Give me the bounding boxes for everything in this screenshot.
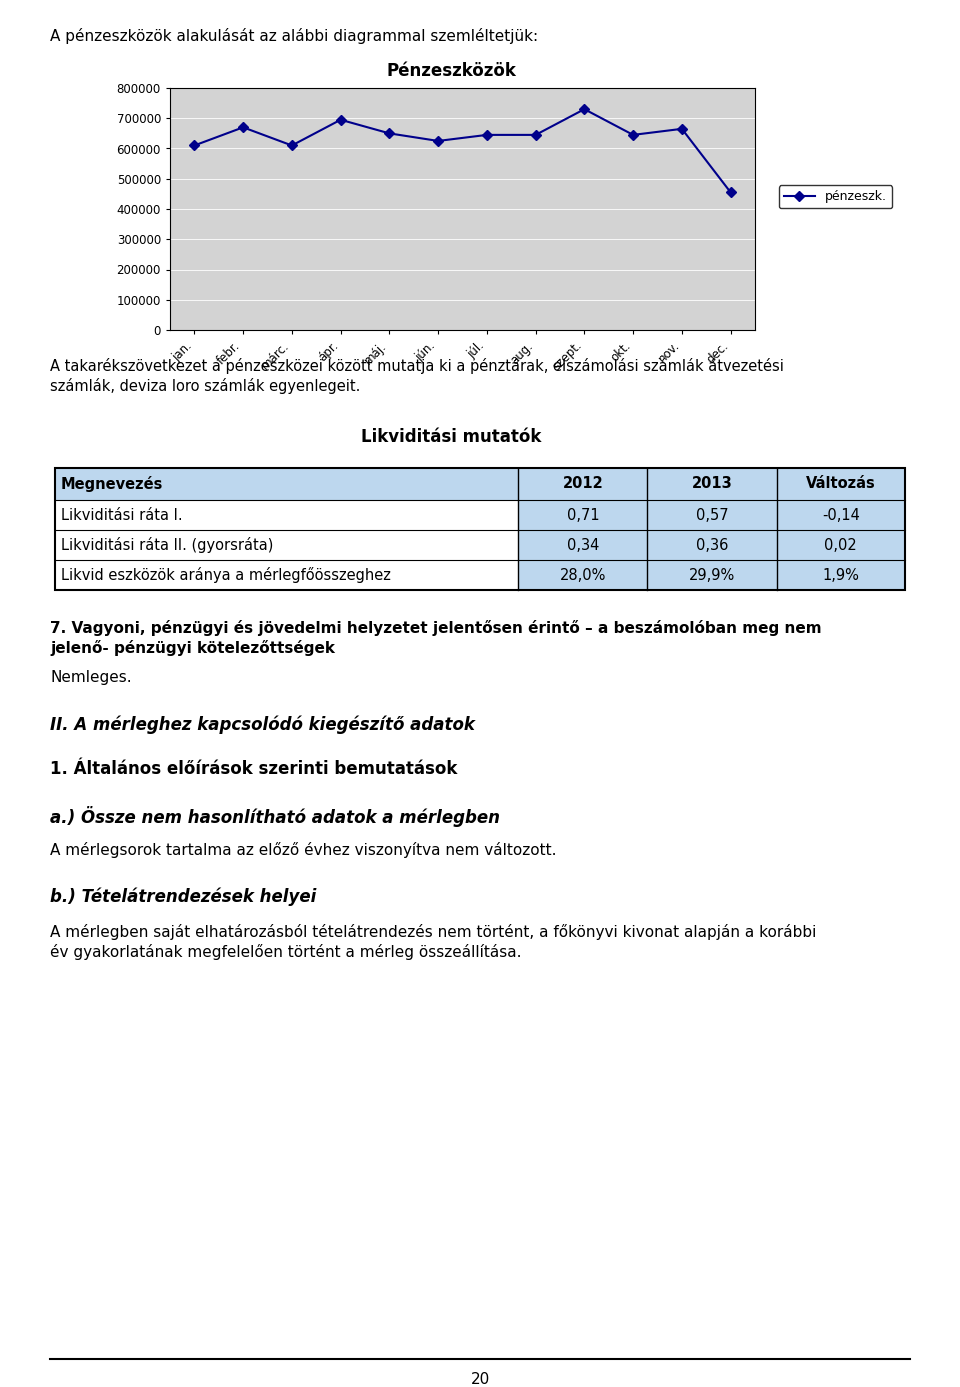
Text: év gyakorlatának megfelelően történt a mérleg összeállítása.: év gyakorlatának megfelelően történt a m…	[50, 945, 521, 960]
Text: 1. Általános előírások szerinti bemutatások: 1. Általános előírások szerinti bemutatá…	[50, 760, 457, 778]
Text: 0,34: 0,34	[566, 538, 599, 552]
Text: -0,14: -0,14	[822, 508, 860, 523]
Text: 1,9%: 1,9%	[823, 567, 859, 583]
Text: Pénzeszközök: Pénzeszközök	[386, 62, 516, 80]
Text: számlák, deviza loro számlák egyenlegeit.: számlák, deviza loro számlák egyenlegeit…	[50, 379, 360, 394]
Text: 20: 20	[470, 1372, 490, 1387]
Text: A mérlegben saját elhatározásból tételátrendezés nem történt, a főkönyvi kivonat: A mérlegben saját elhatározásból tételát…	[50, 924, 816, 940]
Bar	[777, 499, 905, 530]
Text: 0,71: 0,71	[566, 508, 599, 523]
Text: 0,02: 0,02	[825, 538, 857, 552]
Text: b.) Tételátrendezések helyei: b.) Tételátrendezések helyei	[50, 888, 317, 907]
Text: 7. Vagyoni, pénzügyi és jövedelmi helyzetet jelentősen érintő – a beszámolóban m: 7. Vagyoni, pénzügyi és jövedelmi helyze…	[50, 620, 822, 637]
Text: II. A mérleghez kapcsolódó kiegészítő adatok: II. A mérleghez kapcsolódó kiegészítő ad…	[50, 716, 475, 734]
Text: Likviditási ráta I.: Likviditási ráta I.	[61, 508, 182, 523]
Text: A takarékszövetkezet a pénzeszközei között mutatja ki a pénztárak, elszámolási s: A takarékszövetkezet a pénzeszközei közö…	[50, 358, 784, 374]
Bar	[518, 560, 647, 589]
Text: a.) Össze nem hasonlítható adatok a mérlegben: a.) Össze nem hasonlítható adatok a mérl…	[50, 806, 500, 827]
Text: jelenő- pénzügyi kötelezőttségek: jelenő- pénzügyi kötelezőttségek	[50, 639, 335, 656]
Legend: pénzeszk.: pénzeszk.	[779, 186, 892, 208]
Text: 2013: 2013	[691, 477, 732, 491]
Bar	[55, 467, 905, 589]
Text: 0,36: 0,36	[696, 538, 729, 552]
Text: 29,9%: 29,9%	[689, 567, 735, 583]
Bar	[518, 530, 647, 560]
Text: Likviditási ráta II. (gyorsráta): Likviditási ráta II. (gyorsráta)	[61, 537, 274, 553]
Bar	[55, 467, 905, 499]
Text: Likvid eszközök aránya a mérlegfőösszeghez: Likvid eszközök aránya a mérlegfőösszegh…	[61, 567, 391, 583]
Text: Likviditási mutatók: Likviditási mutatók	[361, 429, 541, 447]
Text: A pénzeszközök alakulását az alábbi diagrammal szemléltetjük:: A pénzeszközök alakulását az alábbi diag…	[50, 28, 539, 44]
Text: 2012: 2012	[563, 477, 603, 491]
Text: 0,57: 0,57	[696, 508, 729, 523]
Text: Változás: Változás	[806, 477, 876, 491]
Bar	[647, 499, 777, 530]
Text: A mérlegsorok tartalma az előző évhez viszonyítva nem változott.: A mérlegsorok tartalma az előző évhez vi…	[50, 842, 557, 859]
Text: 28,0%: 28,0%	[560, 567, 606, 583]
Text: Megnevezés: Megnevezés	[61, 476, 163, 492]
Bar	[777, 560, 905, 589]
Bar	[518, 499, 647, 530]
Bar	[777, 530, 905, 560]
Text: Nemleges.: Nemleges.	[50, 670, 132, 685]
Bar	[647, 560, 777, 589]
Bar	[647, 530, 777, 560]
